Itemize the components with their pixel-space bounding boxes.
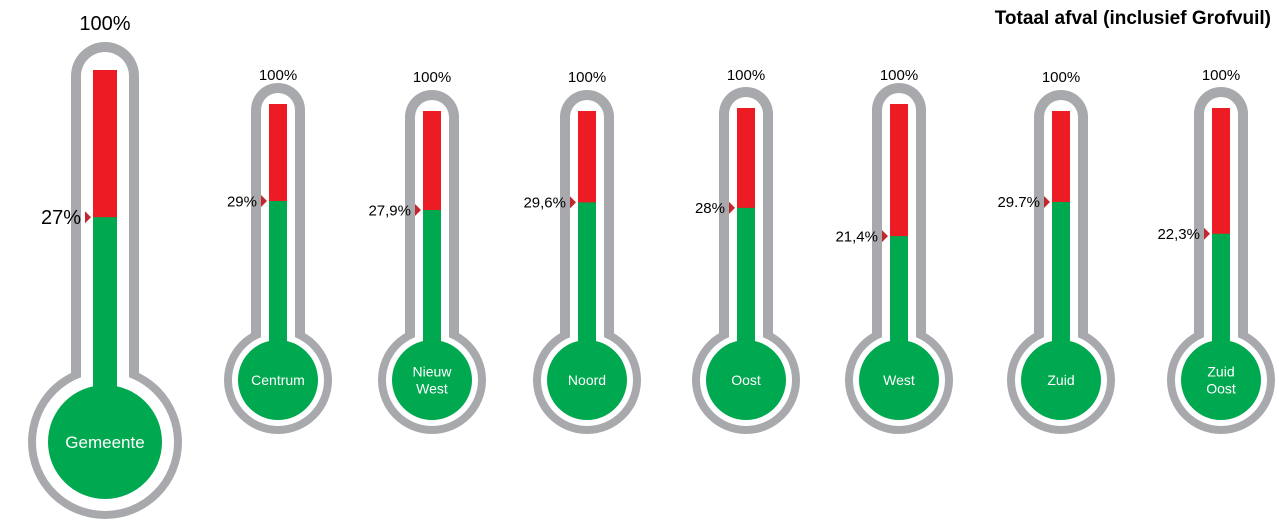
value-marker [570, 196, 576, 209]
district-label: West [416, 380, 448, 396]
value-marker [1204, 227, 1210, 240]
value-label: 29.7% [997, 194, 1040, 211]
value-label: 29,6% [523, 195, 566, 212]
value-label: 27% [41, 207, 81, 229]
chart-title: Totaal afval (inclusief Grofvuil) [994, 8, 1271, 29]
thermometer-bulb [238, 340, 318, 420]
value-marker [261, 195, 267, 208]
value-label: 27,9% [368, 202, 411, 219]
filled-bar [269, 201, 287, 380]
district-label: Zuid [1207, 364, 1234, 380]
district-label: Zuid [1047, 372, 1074, 388]
value-label: 21,4% [835, 228, 878, 245]
district-label: Gemeente [65, 433, 144, 452]
value-label: 28% [695, 200, 725, 217]
thermometer-zuid: 29.7% 100% Zuid [997, 69, 1115, 434]
thermometer-oost: 28% 100% Oost [692, 67, 800, 434]
district-label: Noord [568, 372, 606, 388]
filled-bar [423, 210, 441, 380]
value-marker [729, 201, 735, 214]
max-label: 100% [1202, 67, 1240, 84]
thermometer-bulb [1181, 340, 1261, 420]
thermometer-noord: 29,6% 100% Noord [523, 69, 641, 434]
max-label: 100% [79, 13, 130, 35]
thermometer-bulb [392, 340, 472, 420]
value-marker [85, 211, 91, 224]
thermometer-bulb [48, 385, 162, 499]
max-label: 100% [259, 67, 297, 84]
filled-bar [737, 207, 755, 380]
thermometer-bulb [859, 340, 939, 420]
max-label: 100% [413, 69, 451, 86]
value-marker [1044, 195, 1050, 208]
value-marker [415, 204, 421, 217]
value-label: 29% [227, 193, 257, 210]
value-marker [882, 230, 888, 243]
district-label: Oost [731, 372, 761, 388]
thermometer-bulb [1021, 340, 1101, 420]
max-label: 100% [568, 69, 606, 86]
thermometer-bulb [547, 340, 627, 420]
district-label: Centrum [251, 372, 305, 388]
thermometer-centrum: 29% 100% Centrum [224, 67, 332, 434]
district-label: Oost [1206, 380, 1236, 396]
max-label: 100% [880, 67, 918, 84]
filled-bar [578, 202, 596, 380]
thermometer-west: 21,4% 100% West [835, 67, 953, 434]
max-label: 100% [1042, 69, 1080, 86]
district-label: West [883, 372, 915, 388]
filled-bar [1052, 201, 1070, 380]
thermometer-gemeente: 27% 100% Gemeente [28, 13, 182, 519]
max-label: 100% [727, 67, 765, 84]
thermometer-bulb [706, 340, 786, 420]
district-label: Nieuw [413, 364, 453, 380]
value-label: 22,3% [1157, 226, 1200, 243]
